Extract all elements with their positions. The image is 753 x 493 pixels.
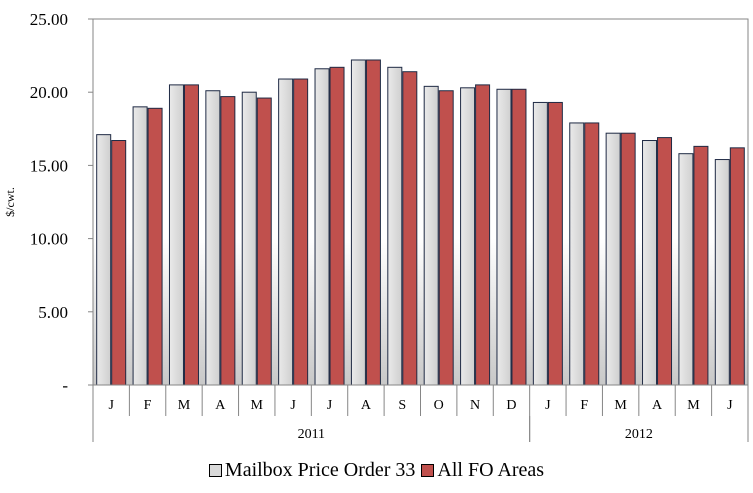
bar-mailbox-price [350,59,366,386]
x-tick-label: O [434,398,444,413]
y-tick-label: 15.00 [30,156,68,175]
legend-swatch-all-fo-areas [421,463,435,477]
bar-mailbox-price [314,68,330,386]
y-tick-label: 20.00 [30,83,68,102]
bar-mailbox-price [278,78,294,386]
bar-mailbox-price [532,101,548,386]
bar-mailbox-price [642,140,658,386]
x-tick-label: S [398,398,406,413]
legend-label-mailbox-price: Mailbox Price Order 33 [224,458,416,481]
bar-all-fo-areas [438,90,454,386]
x-tick-label: M [614,398,627,413]
legend-item-all-fo-areas: All FO Areas [421,459,544,482]
bar-mailbox-price [460,87,476,386]
x-tick-label: M [687,398,700,413]
y-tick-label: 25.00 [30,10,68,29]
bar-all-fo-areas [147,107,163,386]
x-tick-label: A [652,398,663,413]
legend-swatch-mailbox-price [208,463,222,477]
bar-all-fo-areas [729,147,745,386]
x-tick-label: N [470,398,480,413]
x-tick-label: M [251,398,264,413]
y-tick-label: - [62,376,68,395]
plot-area [93,19,748,385]
legend-item-mailbox-price: Mailbox Price Order 33 [208,458,416,482]
bar-mailbox-price [96,134,112,386]
x-tick-label: A [215,398,226,413]
bar-all-fo-areas [620,132,636,386]
bar-all-fo-areas [329,66,345,386]
legend: Mailbox Price Order 33 All FO Areas [0,455,753,485]
y-tick-label: 5.00 [38,303,68,322]
bar-all-fo-areas [693,145,709,386]
x-tick-label: D [506,398,516,413]
x-tick-label: J [290,398,296,413]
axes-layer: J F M A M J J A S O N D J F M A M J - 5.00 10.00 15.00 20.00 25… [30,10,749,442]
bar-mailbox-price [168,84,184,386]
bar-mailbox-price [714,159,730,386]
legend-label-all-fo-areas: All FO Areas [437,458,545,481]
x-tick-label: A [361,398,372,413]
bar-mailbox-price [241,91,257,386]
y-axis-label: $/cwt. [3,187,17,217]
bar-chart: J F M A M J J A S O N D J F M A M J - 5.00 10.00 15.00 20.00 25… [3,10,749,442]
bar-mailbox-price [605,132,621,386]
bar-all-fo-areas [402,71,418,386]
x-tick-label: J [108,398,114,413]
bar-all-fo-areas [547,101,563,386]
group-label: 2012 [625,427,653,442]
bar-all-fo-areas [584,122,600,386]
bar-mailbox-price [205,90,221,386]
x-tick-label: J [327,398,333,413]
bar-all-fo-areas [365,59,381,386]
bar-all-fo-areas [220,96,236,386]
x-tick-label: F [580,398,588,413]
bar-mailbox-price [387,66,403,386]
bar-mailbox-price [423,85,439,386]
x-tick-label: M [178,398,191,413]
bar-mailbox-price [678,153,694,386]
x-tick-label: F [144,398,152,413]
bar-all-fo-areas [256,97,272,386]
group-label: 2011 [298,427,325,442]
bar-mailbox-price [132,106,148,386]
bar-all-fo-areas [111,140,127,386]
x-tick-label: J [545,398,551,413]
bar-all-fo-areas [657,137,673,386]
bar-all-fo-areas [293,78,309,386]
bars-layer [96,59,745,386]
x-tick-label: J [727,398,733,413]
bar-mailbox-price [569,122,585,386]
bar-all-fo-areas [475,84,491,386]
y-tick-label: 10.00 [30,230,68,249]
bar-mailbox-price [496,88,512,386]
bar-all-fo-areas [511,88,527,386]
bar-all-fo-areas [183,84,199,386]
